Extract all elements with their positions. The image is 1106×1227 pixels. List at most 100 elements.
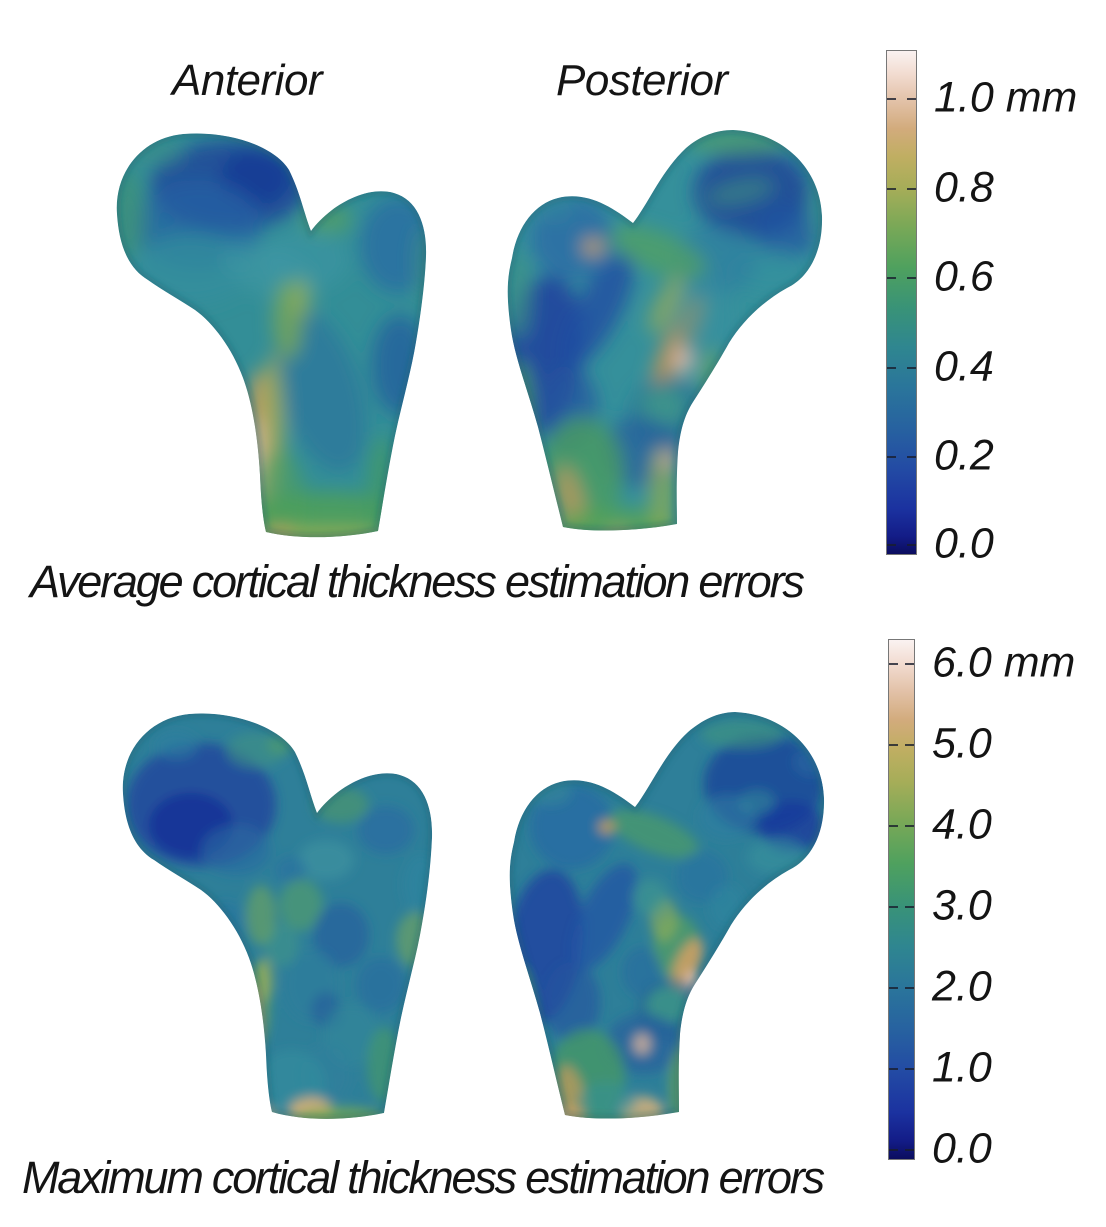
surface-error-blob: [570, 863, 638, 971]
colorbar-tick-mark: [887, 276, 896, 279]
surface-error-blob: [747, 839, 807, 875]
colorbar-gradient: [886, 50, 917, 555]
surface-error-blob: [238, 529, 408, 538]
surface-error-blob: [604, 530, 632, 531]
surface-error-blob: [509, 967, 535, 1077]
colorbar-tick-label: 0.2: [934, 431, 994, 480]
colorbar-tick-mark: [905, 744, 914, 747]
surface-error-blob: [201, 825, 271, 875]
colorbar-tick-label: 0.0: [934, 519, 994, 568]
surface-error-blob: [561, 251, 635, 369]
surface-error-blob: [567, 1114, 677, 1119]
femur-render-posterior-maximum: [509, 712, 825, 1119]
surface-error-blob: [647, 987, 689, 1023]
colorbar-tick-mark: [905, 663, 914, 665]
surface-error-blob: [682, 1022, 702, 1082]
colorbar-tick-mark: [887, 543, 896, 546]
colorbar-tick-mark: [889, 744, 898, 747]
surface-error-blob: [246, 885, 276, 945]
colorbar-tick-mark: [905, 825, 914, 828]
colorbar-tick-mark: [905, 1149, 914, 1152]
caption-maximum: Maximum cortical thickness estimation er…: [22, 1152, 825, 1203]
surface-error-blob: [211, 1119, 351, 1133]
colorbar-tick-mark: [889, 1149, 898, 1152]
surface-error-blob: [358, 806, 414, 854]
femur-render-anterior-maximum: [122, 713, 433, 1133]
colorbar-tick-mark: [889, 987, 898, 990]
colorbar-tick-mark: [907, 543, 916, 546]
colorbar-tick-label: 0.6: [934, 252, 994, 301]
surface-error-blob: [622, 947, 662, 997]
colorbar-tick-mark: [887, 367, 896, 370]
colorbar-average: 1.0 mm 0.8 0.6 0.4 0.2 0.0: [886, 50, 1077, 565]
surface-error-blob: [313, 903, 369, 967]
surface-error-blob: [648, 276, 684, 334]
surface-error-blob: [754, 204, 818, 260]
femur-render-posterior-average: [507, 130, 823, 531]
surface-error-blob: [507, 360, 533, 470]
surface-error-blob: [641, 387, 687, 427]
surface-error-blob: [226, 1104, 276, 1119]
femur-render-anterior-average: [116, 133, 427, 550]
colorbar-tick-mark: [887, 456, 896, 459]
posterior-view-label: Posterior: [556, 56, 728, 105]
caption-average: Average cortical thickness estimation er…: [30, 556, 805, 607]
colorbar-tick-mark: [907, 97, 916, 100]
surface-error-blob: [598, 820, 616, 834]
surface-error-blob: [705, 178, 775, 206]
surface-error-blob: [154, 731, 198, 759]
colorbar-tick-mark: [905, 905, 914, 908]
colorbar-tick-mark: [907, 456, 916, 459]
surface-error-blob: [530, 785, 614, 869]
colorbar-tick-label: 1.0 mm: [934, 73, 1078, 122]
surface-error-blob: [242, 1018, 256, 1062]
colorbar-tick-mark: [889, 663, 898, 665]
colorbar-tick-mark: [889, 905, 898, 908]
colorbar-tick-mark: [907, 367, 916, 370]
surface-error-blob: [670, 938, 704, 990]
colorbar-tick-label: 6.0 mm: [932, 638, 1076, 687]
surface-error-blob: [356, 957, 406, 1013]
surface-error-blob: [609, 225, 707, 279]
colorbar-tick-mark: [905, 987, 914, 990]
surface-error-blob: [676, 851, 728, 903]
surface-error-blob: [238, 542, 408, 550]
surface-error-blob: [242, 985, 262, 1055]
surface-error-blob: [632, 879, 668, 915]
colorbar-tick-label: 0.8: [934, 163, 994, 212]
colorbar-tick-mark: [907, 276, 916, 279]
surface-error-blob: [577, 1082, 637, 1119]
colorbar-tick-mark: [889, 1067, 898, 1070]
colorbar-tick-label: 3.0: [932, 881, 992, 930]
anterior-view-label: Anterior: [172, 56, 323, 105]
surface-error-blob: [669, 1047, 695, 1119]
surface-error-blob: [279, 879, 323, 931]
surface-error-blob: [675, 280, 735, 360]
surface-error-blob: [509, 250, 531, 340]
colorbar-tick-mark: [905, 1067, 914, 1070]
colorbar-maximum: 6.0 mm 5.0 4.0 3.0 2.0 1.0 0.0: [888, 639, 1075, 1170]
surface-error-blob: [116, 170, 146, 260]
surface-error-blob: [608, 809, 700, 859]
colorbar-tick-mark: [907, 187, 916, 190]
surface-error-blob: [292, 278, 312, 318]
surface-error-blob: [739, 790, 775, 814]
colorbar-tick-mark: [889, 825, 898, 828]
colorbar-tick-label: 5.0: [932, 719, 992, 768]
colorbar-tick-mark: [887, 97, 896, 100]
colorbar-tick-label: 0.4: [934, 342, 994, 391]
surface-error-blob: [583, 239, 603, 255]
surface-error-blob: [659, 449, 675, 471]
surface-error-blob: [633, 1033, 651, 1055]
surface-error-blob: [298, 840, 354, 880]
colorbar-tick-label: 0.0: [932, 1124, 992, 1173]
colorbar-tick-label: 2.0: [932, 962, 992, 1011]
colorbar-tick-label: 1.0: [932, 1043, 992, 1092]
surface-error-blob: [700, 720, 784, 748]
surface-error-blob: [544, 962, 600, 1042]
colorbar-gradient: [888, 639, 915, 1160]
surface-error-blob: [275, 856, 307, 884]
colorbar-tick-mark: [887, 187, 896, 190]
colorbar-tick-label: 4.0: [932, 800, 992, 849]
